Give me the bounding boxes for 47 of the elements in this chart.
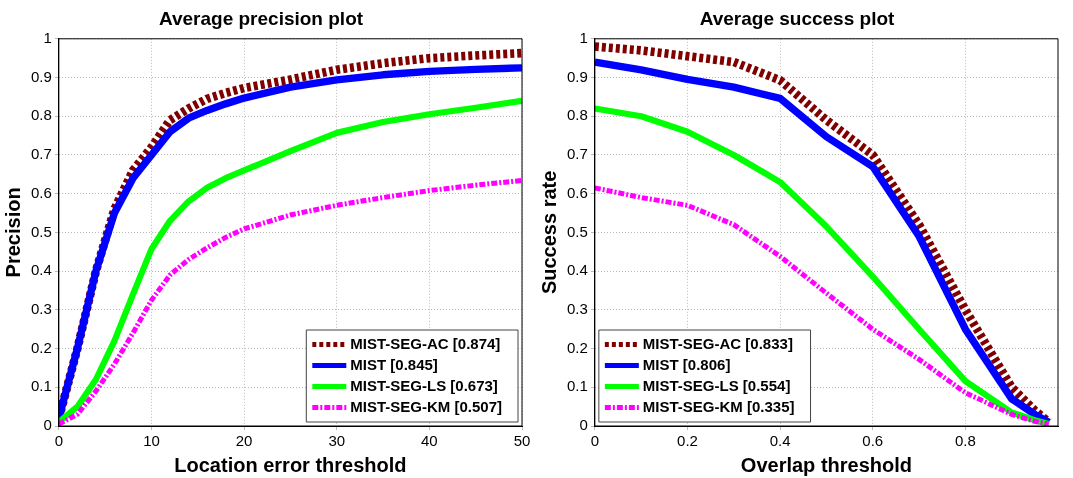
legend-label: MIST-SEG-LS [0.554]	[642, 376, 791, 394]
x-tick-label: 20	[235, 432, 253, 450]
y-tick-label: 0.9	[30, 67, 52, 85]
x-axis-title: Location error threshold	[174, 453, 407, 476]
legend-label: MIST-SEG-AC [0.874]	[350, 334, 501, 352]
x-tick-label: 0.4	[769, 432, 791, 450]
y-tick-label: 0.4	[566, 261, 588, 279]
legend-label: MIST-SEG-LS [0.673]	[350, 376, 498, 394]
y-tick-label: 0.2	[30, 338, 52, 356]
x-tick-label: 0	[54, 432, 64, 450]
chart-title: Average precision plot	[158, 7, 364, 29]
y-axis-title: Precision	[1, 187, 24, 278]
y-tick-label: 0.2	[566, 338, 588, 356]
y-tick-label: 0.6	[30, 183, 52, 201]
y-tick-label: 0.8	[30, 106, 52, 124]
y-tick-label: 0.7	[30, 145, 52, 163]
x-tick-label: 10	[143, 432, 160, 450]
legend-label: MIST [0.806]	[642, 355, 731, 373]
y-tick-label: 0.7	[566, 145, 588, 163]
legend-label: MIST-SEG-KM [0.335]	[642, 397, 795, 415]
y-tick-label: 1	[579, 28, 588, 46]
x-tick-label: 0	[590, 432, 600, 450]
y-tick-label: 0.1	[30, 377, 52, 395]
y-tick-label: 0.4	[30, 261, 52, 279]
y-tick-label: 0.8	[566, 106, 588, 124]
x-tick-label: 50	[513, 432, 531, 450]
y-tick-label: 0	[579, 416, 588, 434]
y-tick-label: 0.1	[566, 377, 588, 395]
y-tick-label: 0.3	[30, 299, 52, 317]
legend-label: MIST [0.845]	[350, 355, 438, 373]
legend-label: MIST-SEG-KM [0.507]	[350, 397, 503, 415]
x-tick-label: 30	[328, 432, 346, 450]
x-axis-title: Overlap threshold	[740, 453, 912, 476]
y-tick-label: 0.3	[566, 299, 588, 317]
legend-label: MIST-SEG-AC [0.833]	[642, 334, 793, 352]
x-tick-label: 0.2	[677, 432, 698, 450]
y-tick-label: 0.5	[30, 222, 52, 240]
x-tick-label: 0.6	[862, 432, 884, 450]
y-tick-label: 1	[43, 28, 52, 46]
x-tick-label: 40	[421, 432, 438, 450]
x-tick-label: 0.8	[954, 432, 976, 450]
y-tick-label: 0	[43, 416, 52, 434]
y-tick-label: 0.9	[566, 67, 588, 85]
y-tick-label: 0.6	[566, 183, 588, 201]
y-tick-label: 0.5	[566, 222, 588, 240]
y-axis-title: Success rate	[537, 170, 560, 295]
chart-title: Average success plot	[699, 7, 895, 29]
